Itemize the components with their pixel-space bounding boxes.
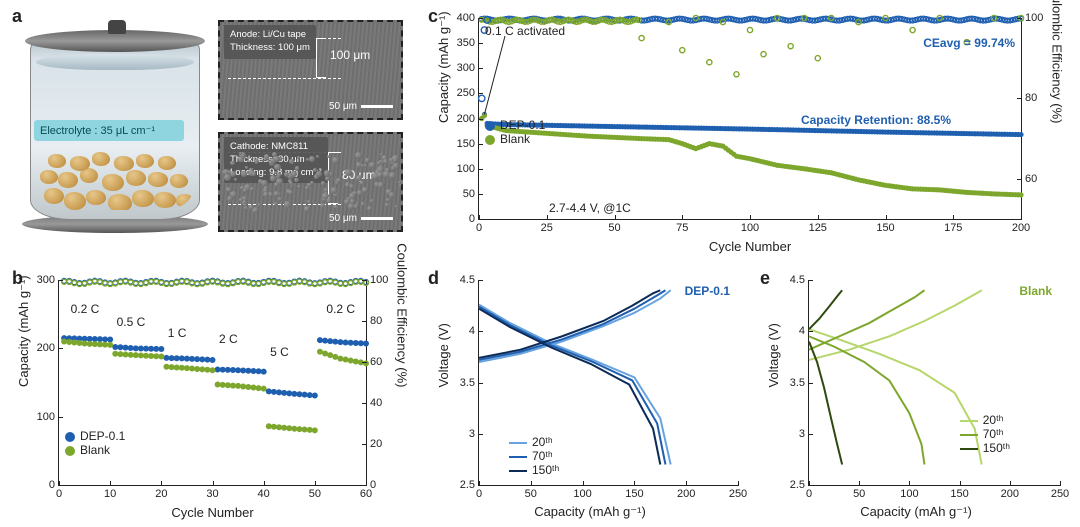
ylabel2-c: Coulombic Efficiency (%) — [1049, 0, 1064, 124]
panel-a: Electrolyte : 35 μL cm⁻¹ 100 μm Anode: L… — [10, 10, 410, 250]
panel-b: DEP-0.1 Blank 01020304050600100200300020… — [10, 270, 415, 520]
annot-ce: CEavg = 99.74% — [923, 36, 1015, 50]
cell-schematic: Electrolyte : 35 μL cm⁻¹ — [30, 20, 200, 230]
legend-c: DEP-0.1 Blank — [485, 118, 545, 146]
label-e-series: Blank — [1019, 284, 1052, 298]
chart-e-svg — [809, 280, 1060, 485]
sem-cathode: 80 μm Cathode: NMC811 Thickness: 80 μm L… — [218, 132, 403, 232]
panel-c: 0.1 C activated CEavg = 99.74% Capacity … — [430, 8, 1070, 254]
xlabel-d: Capacity (mAh g⁻¹) — [534, 504, 646, 520]
panel-d: DEP-0.1 20ᵗʰ70ᵗʰ150ᵗʰ 0501001502002502.5… — [430, 270, 750, 520]
cathode-scalebar: 50 μm — [329, 213, 393, 224]
ylabel-d: Voltage (V) — [436, 323, 451, 387]
legend-d: 20ᵗʰ70ᵗʰ150ᵗʰ — [509, 435, 559, 477]
anode-label-box: Anode: Li/Cu tape Thickness: 100 μm — [224, 25, 316, 59]
ylabel-c: Capacity (mAh g⁻¹) — [436, 11, 452, 123]
annot-cond: 2.7-4.4 V, @1C — [549, 201, 631, 215]
ylabel2-b: Coulombic Efficiency (%) — [394, 243, 409, 387]
anode-thickness-marker: 100 μm — [330, 48, 370, 62]
panel-e: Blank 20ᵗʰ70ᵗʰ150ᵗʰ 0501001502002502.533… — [760, 270, 1072, 520]
ylabel-e: Voltage (V) — [766, 323, 781, 387]
legend-e: 20ᵗʰ70ᵗʰ150ᵗʰ — [960, 413, 1010, 455]
ylabel-b: Capacity (mAh g⁻¹) — [16, 275, 32, 387]
xlabel-e: Capacity (mAh g⁻¹) — [860, 504, 972, 520]
anode-scalebar: 50 μm — [329, 101, 393, 112]
label-d-series: DEP-0.1 — [685, 284, 730, 298]
sem-anode: 100 μm Anode: Li/Cu tape Thickness: 100 … — [218, 20, 403, 120]
annot-retention: Capacity Retention: 88.5% — [801, 113, 951, 127]
xlabel-b: Cycle Number — [171, 505, 253, 520]
xlabel-c: Cycle Number — [709, 239, 791, 254]
electrolyte-label: Electrolyte : 35 μL cm⁻¹ — [34, 120, 184, 141]
legend-b: DEP-0.1 Blank — [65, 429, 125, 457]
annot-activated: 0.1 C activated — [485, 24, 565, 38]
